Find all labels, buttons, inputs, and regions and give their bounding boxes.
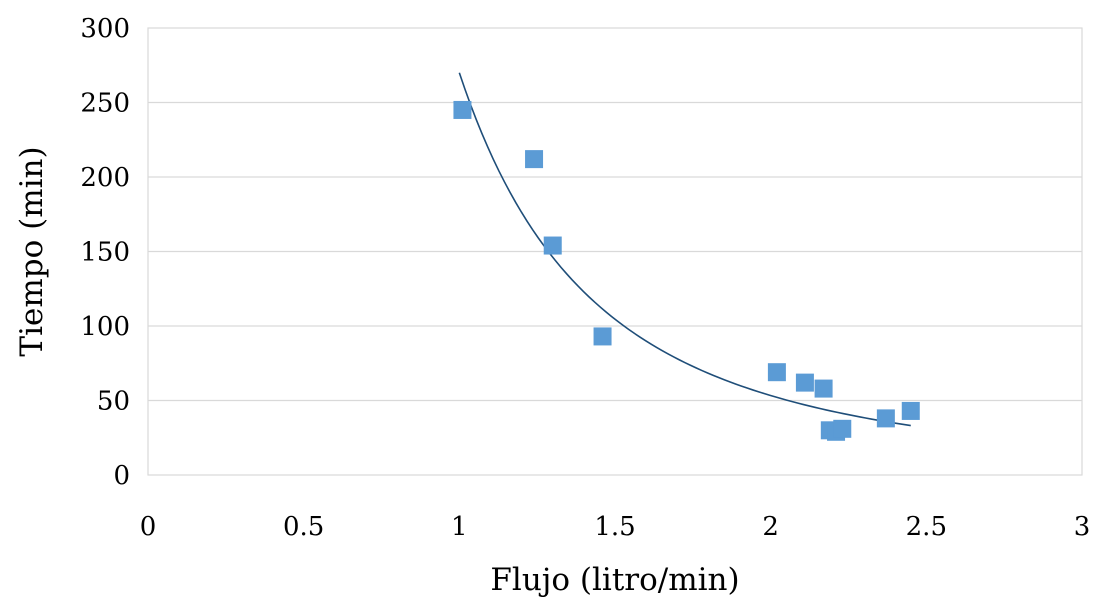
- x-tick-label: 0: [140, 512, 157, 542]
- y-axis-title: Tiempo (min): [14, 146, 50, 356]
- x-tick-label: 3: [1074, 512, 1091, 542]
- x-axis-ticks: 0 0.5 1 1.5 2 2.5 3: [140, 512, 1091, 542]
- data-point: [593, 327, 612, 346]
- data-point: [876, 409, 895, 428]
- data-point: [543, 236, 562, 255]
- data-point: [795, 373, 814, 392]
- y-tick-label: 100: [80, 312, 130, 342]
- x-tick-label: 1: [451, 512, 468, 542]
- y-tick-label: 250: [80, 89, 130, 119]
- y-tick-label: 50: [97, 387, 130, 417]
- data-point: [901, 401, 920, 420]
- y-axis-ticks: 0 50 100 150 200 250 300: [80, 14, 130, 491]
- data-point: [767, 363, 786, 382]
- x-tick-label: 1.5: [594, 512, 635, 542]
- data-point: [833, 419, 852, 438]
- data-points: [453, 100, 920, 441]
- y-tick-label: 150: [80, 238, 130, 268]
- x-tick-label: 2.5: [906, 512, 947, 542]
- trendline: [458, 72, 911, 427]
- gridlines: [148, 101, 1082, 402]
- x-tick-label: 2: [762, 512, 779, 542]
- y-tick-label: 200: [80, 163, 130, 193]
- x-tick-label: 0.5: [283, 512, 324, 542]
- data-point: [814, 379, 833, 398]
- x-axis-title: Flujo (litro/min): [490, 562, 739, 598]
- y-tick-label: 300: [80, 14, 130, 44]
- data-point: [525, 150, 544, 169]
- data-point: [453, 100, 472, 119]
- y-tick-label: 0: [113, 461, 130, 491]
